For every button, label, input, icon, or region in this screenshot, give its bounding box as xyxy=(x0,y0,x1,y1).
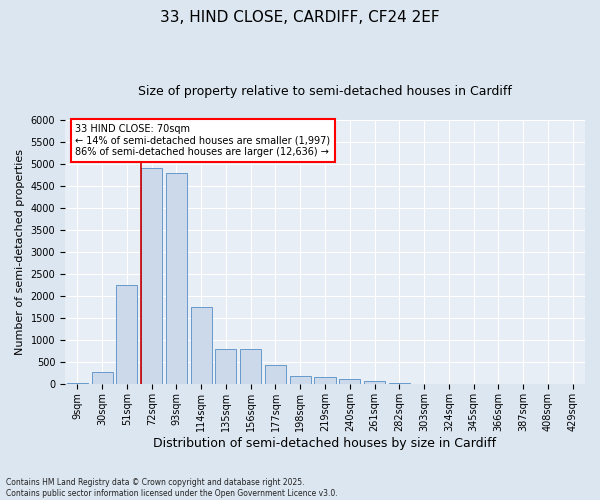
Bar xyxy=(166,173,187,384)
Bar xyxy=(314,378,335,384)
Text: 33, HIND CLOSE, CARDIFF, CF24 2EF: 33, HIND CLOSE, CARDIFF, CF24 2EF xyxy=(160,10,440,25)
Bar xyxy=(92,372,113,384)
Bar xyxy=(364,382,385,384)
Bar xyxy=(191,308,212,384)
X-axis label: Distribution of semi-detached houses by size in Cardiff: Distribution of semi-detached houses by … xyxy=(154,437,497,450)
Bar xyxy=(265,366,286,384)
Bar xyxy=(339,379,360,384)
Y-axis label: Number of semi-detached properties: Number of semi-detached properties xyxy=(15,149,25,355)
Bar xyxy=(389,382,410,384)
Bar xyxy=(141,168,162,384)
Title: Size of property relative to semi-detached houses in Cardiff: Size of property relative to semi-detach… xyxy=(138,85,512,98)
Bar xyxy=(215,349,236,384)
Text: 33 HIND CLOSE: 70sqm
← 14% of semi-detached houses are smaller (1,997)
86% of se: 33 HIND CLOSE: 70sqm ← 14% of semi-detac… xyxy=(76,124,331,157)
Text: Contains HM Land Registry data © Crown copyright and database right 2025.
Contai: Contains HM Land Registry data © Crown c… xyxy=(6,478,338,498)
Bar xyxy=(116,286,137,384)
Bar xyxy=(290,376,311,384)
Bar xyxy=(240,349,261,384)
